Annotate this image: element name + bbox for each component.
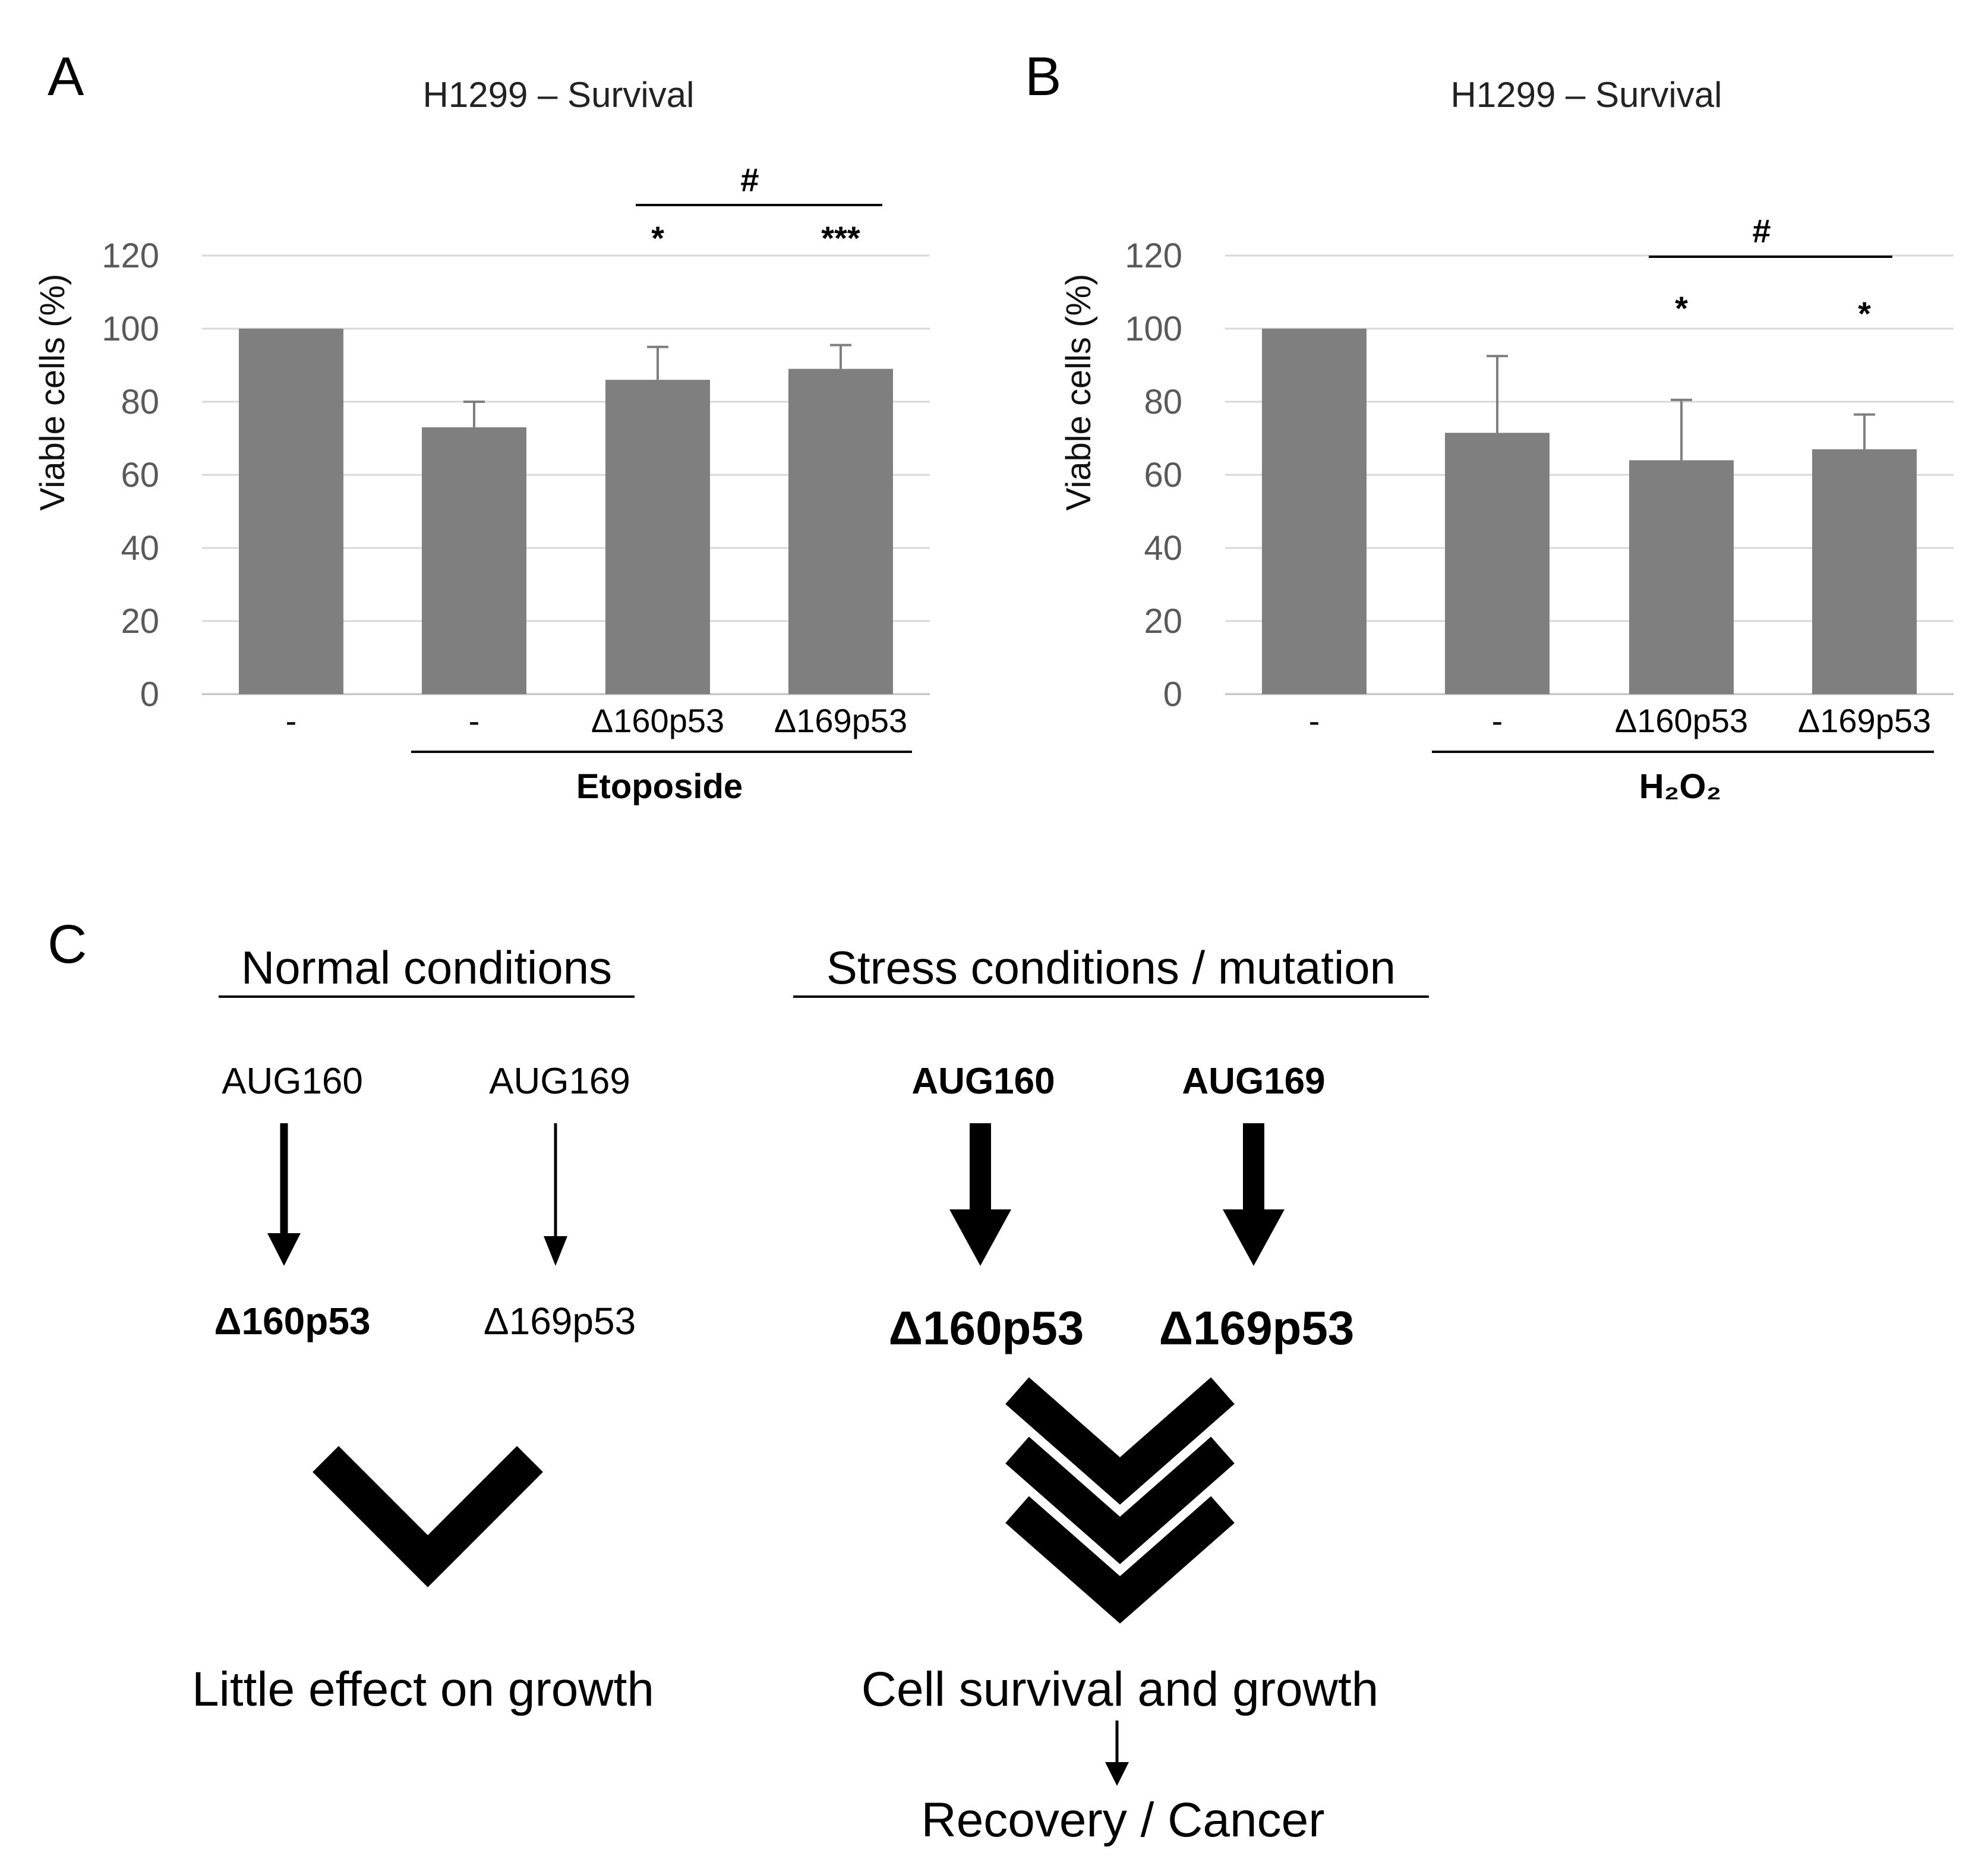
normal-heading: Normal conditions bbox=[241, 941, 612, 994]
normal-aug169: AUG169 bbox=[489, 1061, 630, 1102]
diagram-c: C Normal conditions AUG160 AUG169 Δ160p5… bbox=[48, 914, 1429, 1847]
stress-chevron-2 bbox=[1005, 1436, 1235, 1564]
chart-b-categories: - - Δ160p53 Δ169p53 bbox=[1309, 702, 1931, 739]
chart-b-bracket-label: # bbox=[1752, 212, 1771, 250]
stress-chevron-1 bbox=[1005, 1377, 1235, 1505]
chart-b-bar bbox=[1812, 449, 1917, 694]
chart-a-y-ticks: 0 20 40 60 80 100 120 bbox=[102, 237, 159, 714]
chart-a-bar bbox=[422, 427, 526, 694]
chart-b-category-label: Δ160p53 bbox=[1615, 702, 1748, 739]
chart-a-categories: - - Δ160p53 Δ169p53 bbox=[286, 702, 907, 739]
stress-outcome-arrow bbox=[1105, 1720, 1129, 1786]
chart-b-group-label: H₂O₂ bbox=[1639, 767, 1722, 806]
chart-b-bar bbox=[1445, 433, 1550, 694]
chart-a-bar bbox=[605, 380, 710, 694]
stress-arrow-160 bbox=[949, 1123, 1011, 1266]
chart-a-category-label: - bbox=[469, 702, 480, 739]
chart-b-y-axis-label: Viable cells (%) bbox=[1059, 274, 1098, 511]
stress-result: Cell survival and growth bbox=[862, 1662, 1379, 1716]
stress-arrow-169 bbox=[1223, 1123, 1285, 1266]
chart-a-y-tick-label: 120 bbox=[102, 237, 159, 275]
chart-b-significance: * * bbox=[1675, 289, 1871, 332]
chart-a-significance: * *** bbox=[651, 219, 860, 257]
panel-letter-c: C bbox=[48, 914, 87, 975]
chart-b-significance-mark: * bbox=[1858, 295, 1871, 332]
chart-b-significance-mark: * bbox=[1675, 289, 1688, 327]
chart-a-y-tick-label: 60 bbox=[121, 456, 159, 494]
stress-chevron-3 bbox=[1005, 1496, 1235, 1624]
chart-b-y-tick-label: 40 bbox=[1144, 529, 1182, 568]
chart-a-bar bbox=[239, 329, 343, 694]
chart-a-error-bars bbox=[463, 344, 851, 428]
chart-a-significance-mark: *** bbox=[821, 219, 860, 257]
panel-letter-a: A bbox=[48, 46, 84, 107]
chart-b-title: H1299 – Survival bbox=[1451, 75, 1722, 115]
chart-a-bars bbox=[239, 329, 893, 694]
chart-b-y-tick-label: 60 bbox=[1144, 456, 1182, 494]
panel-letter-b: B bbox=[1025, 46, 1061, 107]
chart-a-bar bbox=[788, 368, 893, 694]
chart-a-category-label: Δ169p53 bbox=[774, 702, 907, 739]
stress-heading: Stress conditions / mutation bbox=[826, 941, 1396, 994]
normal-result: Little effect on growth bbox=[192, 1662, 654, 1716]
stress-iso169: Δ169p53 bbox=[1159, 1302, 1355, 1354]
normal-chevron bbox=[313, 1446, 543, 1587]
chart-a-y-tick-label: 40 bbox=[121, 529, 159, 568]
chart-b-y-tick-label: 0 bbox=[1163, 675, 1182, 714]
chart-a-significance-mark: * bbox=[651, 219, 664, 257]
stress-aug160: AUG160 bbox=[911, 1061, 1055, 1102]
chart-a-y-axis-label: Viable cells (%) bbox=[33, 274, 72, 511]
chart-a-y-tick-label: 20 bbox=[121, 602, 159, 641]
chart-b: B H1299 – Survival Viable cells (%) 0 20 4… bbox=[1025, 46, 1954, 806]
normal-arrow-160 bbox=[267, 1123, 301, 1266]
chart-b-bar bbox=[1629, 460, 1734, 694]
stress-aug169: AUG169 bbox=[1182, 1061, 1325, 1102]
normal-aug160: AUG160 bbox=[222, 1061, 363, 1102]
chart-a-title: H1299 – Survival bbox=[423, 75, 695, 115]
stress-iso160: Δ160p53 bbox=[889, 1302, 1084, 1354]
normal-iso160: Δ160p53 bbox=[214, 1300, 370, 1343]
chart-a-y-tick-label: 80 bbox=[121, 383, 159, 421]
chart-b-y-ticks: 0 20 40 60 80 100 120 bbox=[1125, 237, 1182, 714]
chart-a-y-tick-label: 100 bbox=[102, 310, 159, 348]
chart-a-bracket-label: # bbox=[740, 161, 759, 198]
normal-iso169: Δ169p53 bbox=[484, 1300, 636, 1343]
chart-b-bars bbox=[1262, 329, 1917, 694]
chart-a-y-tick-label: 0 bbox=[140, 675, 159, 714]
chart-b-category-label: - bbox=[1492, 702, 1503, 739]
chart-a-category-label: - bbox=[286, 702, 297, 739]
chart-a-group-label: Etoposide bbox=[576, 767, 743, 806]
stress-chevrons bbox=[1005, 1377, 1235, 1624]
stress-outcome: Recovery / Cancer bbox=[921, 1793, 1324, 1847]
chart-a: A H1299 – Survival Viable cells (%) 0 20 4… bbox=[33, 46, 930, 806]
chart-b-y-tick-label: 80 bbox=[1144, 383, 1182, 421]
chart-b-y-tick-label: 120 bbox=[1125, 237, 1182, 275]
normal-arrow-169 bbox=[544, 1123, 567, 1266]
chart-b-bar bbox=[1262, 329, 1367, 694]
chart-b-y-tick-label: 100 bbox=[1125, 310, 1182, 348]
chart-b-error-bars bbox=[1487, 355, 1875, 461]
chart-b-category-label: - bbox=[1309, 702, 1320, 739]
chart-b-category-label: Δ169p53 bbox=[1798, 702, 1931, 739]
chart-b-y-tick-label: 20 bbox=[1144, 602, 1182, 641]
chart-a-category-label: Δ160p53 bbox=[591, 702, 724, 739]
